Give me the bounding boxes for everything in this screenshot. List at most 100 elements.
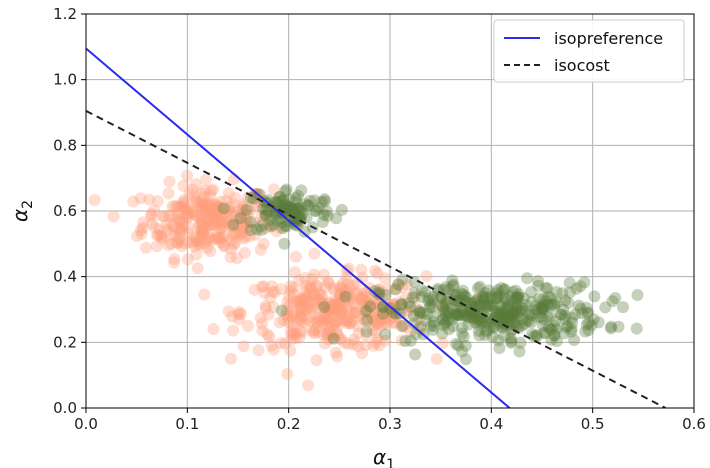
scatter-point-series-1 — [355, 293, 368, 306]
scatter-point-series-2 — [449, 309, 462, 322]
scatter-point-series-1 — [233, 306, 246, 318]
scatter-point-series-1 — [237, 219, 250, 232]
scatter-point-series-2 — [498, 329, 511, 342]
scatter-point-series-1 — [182, 221, 195, 234]
scatter-point-series-1 — [332, 297, 345, 310]
scatter-point-series-1 — [294, 324, 307, 337]
scatter-point-series-2 — [392, 278, 405, 291]
scatter-point-series-2 — [404, 334, 417, 347]
scatter-point-series-1 — [230, 252, 243, 265]
scatter-point-series-1 — [187, 183, 199, 196]
scatter-point-series-2 — [234, 212, 247, 224]
scatter-point-series-1 — [209, 199, 222, 212]
scatter-point-series-2 — [522, 315, 535, 328]
scatter-point-series-1 — [201, 196, 214, 209]
scatter-point-series-2 — [408, 276, 421, 288]
scatter-point-series-2 — [283, 193, 296, 206]
scatter-point-series-1 — [206, 203, 219, 215]
scatter-point-series-1 — [255, 280, 268, 293]
scatter-point-series-2 — [472, 298, 485, 311]
scatter-point-series-1 — [205, 184, 218, 197]
scatter-point-series-1 — [343, 281, 356, 294]
scatter-point-series-1 — [342, 338, 355, 351]
scatter-point-series-2 — [278, 199, 291, 212]
scatter-point-series-1 — [210, 210, 223, 222]
scatter-point-series-1 — [187, 237, 200, 250]
scatter-point-series-2 — [498, 295, 511, 308]
legend-label-isocost: isocost — [554, 56, 610, 75]
scatter-point-series-2 — [499, 306, 512, 319]
scatter-point-series-1 — [284, 285, 297, 297]
scatter-point-series-1 — [306, 302, 319, 315]
scatter-point-series-1 — [379, 334, 392, 347]
scatter-point-series-1 — [229, 227, 242, 240]
scatter-point-series-2 — [473, 280, 486, 293]
scatter-point-series-1 — [338, 294, 351, 307]
scatter-point-series-1 — [325, 331, 338, 344]
scatter-point-series-1 — [256, 215, 269, 228]
scatter-point-series-1 — [256, 317, 268, 330]
scatter-point-series-1 — [435, 298, 447, 311]
scatter-point-series-1 — [339, 314, 351, 327]
scatter-point-series-1 — [335, 308, 348, 321]
scatter-point-series-1 — [362, 307, 374, 320]
scatter-point-series-1 — [215, 221, 228, 234]
scatter-point-series-2 — [461, 310, 474, 323]
scatter-point-series-1 — [335, 282, 348, 294]
scatter-point-series-1 — [134, 192, 147, 205]
scatter-point-series-2 — [459, 339, 472, 352]
scatter-point-series-1 — [224, 242, 237, 255]
scatter-point-series-1 — [302, 379, 315, 392]
scatter-point-series-1 — [285, 328, 298, 341]
scatter-point-series-2 — [486, 298, 499, 311]
scatter-point-series-1 — [137, 216, 150, 229]
scatter-point-series-2 — [505, 301, 518, 313]
x-tick-label: 0.4 — [479, 415, 503, 433]
scatter-point-series-2 — [540, 294, 553, 307]
scatter-point-series-2 — [315, 196, 328, 209]
scatter-point-series-2 — [296, 207, 309, 220]
scatter-point-series-1 — [338, 336, 351, 349]
scatter-point-series-2 — [548, 298, 561, 311]
scatter-point-series-1 — [224, 209, 237, 222]
scatter-point-series-2 — [505, 336, 517, 349]
y-tick-label: 0.8 — [53, 136, 77, 154]
scatter-point-series-1 — [242, 220, 255, 232]
scatter-point-series-2 — [278, 237, 291, 250]
scatter-point-series-2 — [585, 319, 598, 331]
scatter-point-series-1 — [381, 283, 394, 296]
scatter-point-series-2 — [508, 308, 520, 321]
scatter-point-series-2 — [304, 194, 316, 207]
scatter-point-series-1 — [337, 283, 350, 296]
scatter-point-series-1 — [178, 198, 191, 211]
scatter-point-series-2 — [512, 291, 525, 304]
scatter-point-series-1 — [321, 304, 334, 317]
scatter-point-series-2 — [428, 320, 440, 332]
scatter-point-series-2 — [557, 303, 570, 316]
scatter-point-series-1 — [356, 291, 369, 304]
scatter-point-series-2 — [509, 310, 521, 323]
scatter-point-series-1 — [333, 292, 346, 305]
scatter-point-series-1 — [173, 231, 186, 244]
scatter-point-series-2 — [259, 209, 272, 221]
scatter-point-series-2 — [339, 290, 352, 303]
scatter-point-series-2 — [373, 288, 386, 301]
scatter-point-series-1 — [326, 329, 339, 342]
scatter-point-series-1 — [312, 314, 325, 327]
scatter-point-series-1 — [322, 275, 335, 288]
scatter-point-series-1 — [196, 199, 209, 212]
scatter-point-series-1 — [301, 292, 314, 305]
scatter-point-series-2 — [471, 310, 484, 323]
scatter-point-series-1 — [347, 333, 360, 346]
scatter-point-series-2 — [276, 194, 289, 207]
scatter-point-series-1 — [329, 298, 342, 310]
scatter-point-series-1 — [192, 237, 205, 250]
scatter-point-series-1 — [180, 204, 193, 217]
scatter-point-series-2 — [560, 321, 573, 334]
scatter-point-series-1 — [188, 189, 201, 202]
scatter-point-series-1 — [285, 333, 298, 346]
scatter-point-series-1 — [294, 294, 307, 307]
scatter-point-series-2 — [369, 285, 381, 298]
scatter-point-series-1 — [313, 294, 326, 307]
scatter-point-series-1 — [313, 286, 326, 299]
